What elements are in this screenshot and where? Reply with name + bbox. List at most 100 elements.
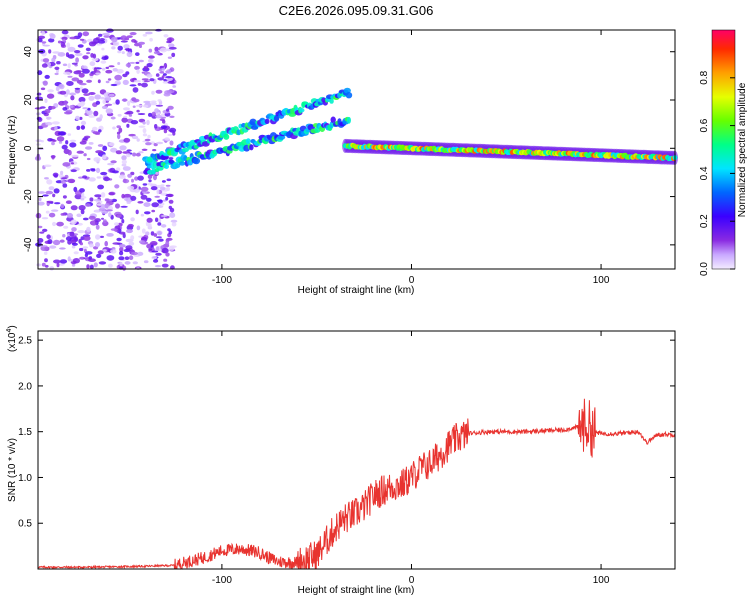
heatmap-cell [130, 195, 137, 201]
heatmap-cell [97, 79, 101, 84]
heatmap-cell [146, 73, 153, 78]
heatmap-cell [77, 230, 85, 234]
heatmap-cell [148, 112, 153, 117]
heatmap-cell [115, 150, 123, 155]
heatmap-cell [45, 210, 50, 214]
heatmap-cell [150, 100, 157, 103]
heatmap-cell [131, 178, 134, 183]
heatmap-cell [111, 36, 118, 43]
heatmap-cell [110, 147, 118, 153]
heatmap-cell [138, 125, 146, 128]
heatmap-cell [38, 191, 46, 194]
heatmap-cell [153, 174, 157, 181]
heatmap-cell [132, 98, 140, 103]
heatmap-cell [92, 131, 99, 135]
heatmap-cell [245, 138, 251, 145]
heatmap-cell [181, 147, 189, 153]
heatmap-cell [123, 193, 132, 199]
heatmap-cell [37, 225, 43, 229]
heatmap-cell [102, 145, 108, 151]
heatmap-cell [83, 235, 91, 241]
heatmap-cell [65, 200, 72, 204]
heatmap-cell [148, 179, 152, 183]
heatmap-cell [47, 89, 54, 93]
heatmap-cell [110, 116, 116, 120]
heatmap-cell [120, 205, 128, 208]
heatmap-cell [149, 37, 153, 42]
heatmap-cell [130, 235, 135, 241]
heatmap-cell [143, 100, 151, 104]
heatmap-cell [125, 153, 131, 158]
heatmap-cell [58, 84, 64, 88]
heatmap-cell [95, 167, 101, 174]
heatmap-cell [161, 75, 165, 79]
heatmap-cell [49, 245, 57, 249]
heatmap-cell [45, 190, 54, 195]
heatmap-cell [42, 194, 49, 197]
heatmap-cell [104, 198, 110, 202]
snr-scale-label: (x104) [6, 325, 18, 352]
heatmap-cell [78, 96, 86, 103]
heatmap-cell [157, 99, 162, 102]
heatmap-cell [146, 119, 150, 126]
heatmap-cell [86, 226, 91, 233]
heatmap-cell [168, 157, 174, 160]
heatmap-cell [154, 108, 160, 113]
heatmap-cell [144, 211, 151, 215]
heatmap-cell [170, 219, 178, 223]
heatmap-cell [95, 100, 101, 105]
heatmap-cell [143, 65, 149, 70]
heatmap-cell [115, 99, 120, 105]
heatmap-cell [85, 251, 93, 255]
heatmap-cell [122, 73, 128, 78]
heatmap-cell [132, 87, 139, 93]
heatmap-cell [81, 68, 90, 74]
heatmap-cell [93, 262, 98, 268]
heatmap-cell [48, 38, 55, 43]
heatmap-cell [160, 125, 167, 129]
heatmap-cell [162, 81, 169, 84]
heatmap-cell [76, 79, 83, 84]
heatmap-cell [166, 193, 174, 198]
heatmap-cell [55, 86, 60, 92]
heatmap-cell [166, 40, 172, 44]
heatmap-cell [150, 231, 155, 236]
heatmap-cell [151, 202, 159, 208]
colorbar-tick-label: 0.6 [699, 118, 710, 132]
heatmap-cell [71, 245, 76, 249]
heatmap-cell [49, 106, 56, 110]
heatmap-cell [119, 262, 123, 267]
heatmap-cell [76, 150, 85, 154]
heatmap-cell [96, 43, 103, 46]
heatmap-cell [108, 142, 115, 147]
heatmap-cell [36, 92, 42, 96]
heatmap-cell [152, 149, 157, 152]
heatmap-cell [140, 213, 145, 217]
heatmap-cell [140, 194, 148, 200]
heatmap-cell [79, 82, 87, 86]
heatmap-cell [159, 47, 168, 53]
heatmap-cell [136, 225, 141, 231]
heatmap-cell [132, 261, 138, 265]
heatmap-cell [119, 250, 124, 256]
heatmap-cell [114, 222, 119, 226]
heatmap-cell [79, 38, 85, 41]
heatmap-cell [80, 197, 85, 201]
heatmap-cell [35, 139, 42, 143]
heatmap-cell [169, 127, 177, 133]
heatmap-cell [124, 256, 130, 261]
heatmap-cell [101, 105, 108, 110]
heatmap-cell [111, 46, 116, 50]
heatmap-cell [86, 169, 91, 172]
heatmap-cell [69, 36, 77, 40]
heatmap-cell [162, 119, 166, 124]
heatmap-cell [88, 258, 96, 263]
snr-scale-exp: 4 [6, 329, 13, 333]
heatmap-cell [95, 72, 101, 75]
heatmap-cell [75, 70, 83, 73]
heatmap-cell [82, 246, 89, 249]
heatmap-cell [121, 159, 127, 165]
heatmap-cell [72, 258, 80, 264]
heatmap-cell [135, 152, 141, 157]
heatmap-cell [156, 141, 164, 145]
